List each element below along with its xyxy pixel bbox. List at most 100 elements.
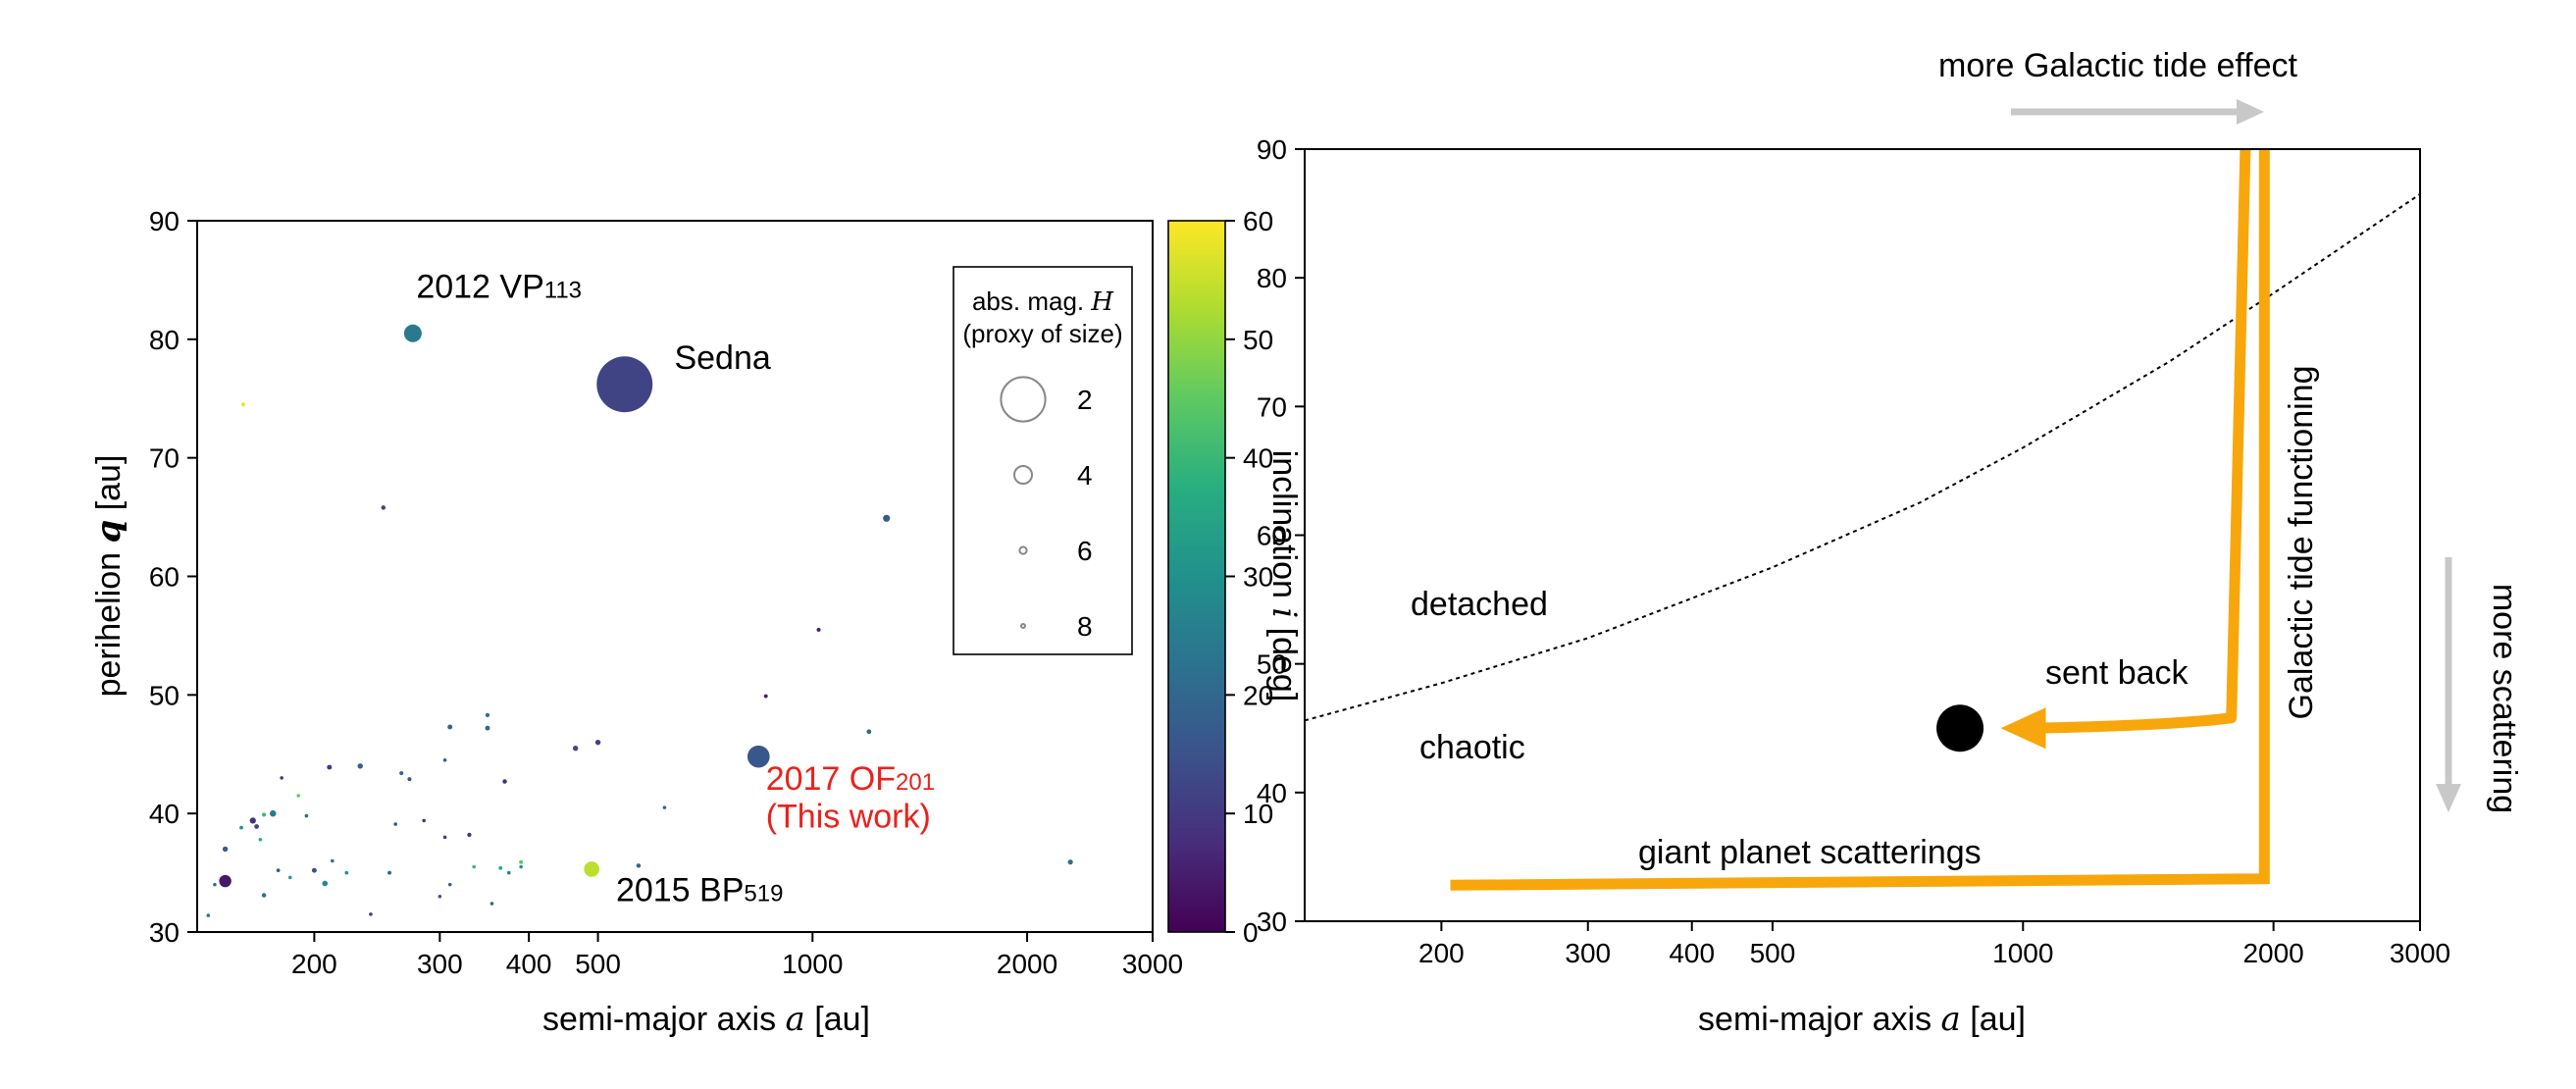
data-point bbox=[662, 805, 667, 809]
colorbar-tick-label: 30 bbox=[1243, 562, 1273, 593]
left-data-points bbox=[206, 324, 1073, 917]
y-tick-label: 50 bbox=[1257, 649, 1287, 680]
y-tick-label: 90 bbox=[1257, 134, 1287, 165]
data-point bbox=[747, 745, 770, 768]
colorbar-tick-label: 0 bbox=[1243, 917, 1259, 948]
chaotic-label: chaotic bbox=[1419, 729, 1525, 766]
y-tick-label: 40 bbox=[149, 799, 180, 829]
data-point bbox=[519, 859, 524, 864]
x-tick-label: 200 bbox=[291, 949, 337, 979]
colorbar-tick-label: 10 bbox=[1243, 799, 1273, 829]
annotation-label: 2012 VP113 bbox=[416, 269, 582, 306]
annotation-label: (This work) bbox=[766, 799, 931, 836]
right-axis-ticks: 200 300 400 500 1000 2000 3000 30 40 50 60 70 80 90 bbox=[1257, 134, 2450, 968]
data-point bbox=[330, 858, 335, 863]
data-point bbox=[502, 779, 507, 784]
left-x-axis-label: semi-major axis a [au] bbox=[542, 1000, 870, 1039]
data-point bbox=[296, 794, 301, 798]
data-point bbox=[254, 824, 259, 829]
data-point bbox=[636, 863, 642, 868]
data-point bbox=[276, 868, 281, 873]
data-point bbox=[485, 725, 490, 731]
size-legend-value: 8 bbox=[1077, 611, 1093, 642]
size-legend: abs. mag. H (proxy of size) 2 4 6 8 bbox=[953, 266, 1133, 655]
data-point bbox=[572, 745, 579, 752]
annotation-label: 2015 BP519 bbox=[616, 872, 784, 909]
data-point bbox=[883, 514, 891, 522]
data-point bbox=[261, 893, 267, 898]
x-tick-label: 400 bbox=[1669, 938, 1715, 968]
colorbar-tick-label: 20 bbox=[1243, 680, 1273, 710]
left-annotations: 2012 VP113 Sedna 2017 OF201(This work) 2015… bbox=[416, 269, 935, 909]
data-point bbox=[407, 777, 412, 782]
size-legend-circle bbox=[1013, 465, 1033, 485]
left-y-axis-label: perihelion q [au] bbox=[89, 455, 129, 698]
more-galactic-label: more Galactic tide effect bbox=[1938, 47, 2298, 84]
data-point bbox=[472, 864, 476, 869]
data-point bbox=[387, 870, 392, 875]
data-point bbox=[393, 822, 397, 826]
size-legend-circle bbox=[1020, 623, 1026, 629]
data-point bbox=[206, 913, 211, 917]
data-point bbox=[489, 902, 494, 906]
object-marker bbox=[1936, 704, 1984, 752]
x-tick-label: 500 bbox=[575, 949, 621, 979]
colorbar-tick-label: 40 bbox=[1243, 443, 1273, 474]
data-point bbox=[262, 812, 267, 817]
x-tick-label: 2000 bbox=[2242, 938, 2303, 968]
size-legend-circle bbox=[1018, 545, 1028, 555]
y-tick-label: 70 bbox=[1257, 391, 1287, 422]
size-legend-value: 2 bbox=[1077, 385, 1093, 415]
data-point bbox=[287, 875, 292, 880]
data-point bbox=[219, 874, 232, 888]
x-tick-label: 3000 bbox=[1122, 949, 1183, 979]
annotation-label: Sedna bbox=[674, 339, 770, 377]
size-legend-circle bbox=[1000, 376, 1047, 423]
data-point bbox=[357, 763, 363, 769]
data-point bbox=[369, 912, 373, 916]
x-tick-label: 300 bbox=[417, 949, 463, 979]
data-point bbox=[249, 817, 256, 824]
right-panel-schematic: 200 300 400 500 1000 2000 3000 30 40 50 60 70 80 90 d… bbox=[1257, 47, 2523, 1039]
y-tick-label: 30 bbox=[149, 917, 180, 948]
data-point bbox=[381, 505, 386, 510]
data-point bbox=[222, 846, 229, 853]
data-point bbox=[594, 739, 601, 746]
data-point bbox=[327, 764, 333, 770]
galactic-arrow-head bbox=[2237, 99, 2264, 125]
more-scattering-label: more scattering bbox=[2486, 584, 2523, 813]
colorbar-tick-label: 60 bbox=[1243, 206, 1273, 236]
data-point bbox=[447, 882, 452, 887]
y-tick-label: 40 bbox=[1257, 778, 1287, 808]
sent-back-path bbox=[2030, 148, 2251, 734]
colorbar bbox=[1167, 220, 1226, 933]
x-tick-label: 1000 bbox=[1992, 938, 2053, 968]
x-tick-label: 300 bbox=[1565, 938, 1611, 968]
y-tick-label: 60 bbox=[1257, 521, 1287, 551]
x-tick-label: 2000 bbox=[997, 949, 1057, 979]
data-point bbox=[866, 729, 872, 735]
data-point bbox=[258, 837, 263, 842]
right-x-axis-label: semi-major axis a [au] bbox=[1698, 1000, 2026, 1039]
scattering-path bbox=[1450, 149, 2270, 891]
sent-back-label: sent back bbox=[2045, 654, 2190, 692]
data-point bbox=[506, 870, 511, 875]
data-point bbox=[344, 870, 349, 875]
x-tick-label: 3000 bbox=[2390, 938, 2450, 968]
scattering-arrow-head bbox=[2436, 784, 2461, 812]
x-tick-label: 1000 bbox=[782, 949, 843, 979]
data-point bbox=[304, 813, 309, 818]
size-legend-value: 6 bbox=[1077, 536, 1093, 566]
data-point bbox=[498, 865, 503, 870]
data-point bbox=[447, 724, 453, 730]
data-point bbox=[403, 324, 422, 342]
data-point bbox=[442, 757, 447, 762]
data-point bbox=[239, 825, 243, 830]
data-point bbox=[422, 818, 426, 823]
size-legend-title: abs. mag. H bbox=[972, 286, 1114, 317]
x-tick-label: 500 bbox=[1750, 938, 1796, 968]
data-point bbox=[1067, 859, 1073, 865]
data-point bbox=[269, 809, 277, 817]
